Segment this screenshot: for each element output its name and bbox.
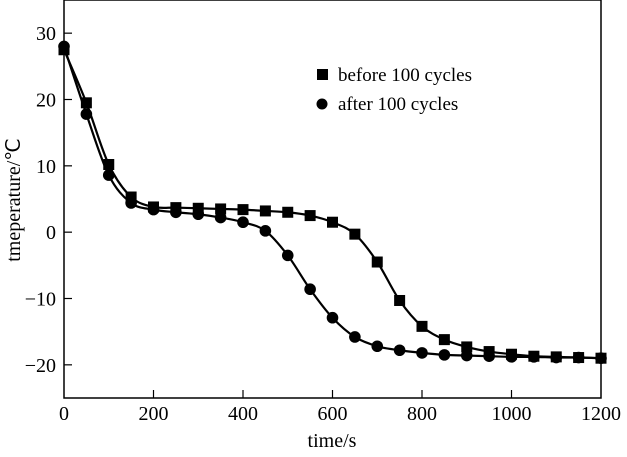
data-point-after bbox=[147, 203, 160, 216]
data-point-after bbox=[192, 208, 205, 221]
x-tick-label: 1200 bbox=[581, 403, 621, 425]
data-point-before bbox=[125, 191, 137, 203]
series-line-before bbox=[62, 49, 602, 360]
y-tick-label: 30 bbox=[36, 23, 56, 45]
x-tick-label: 800 bbox=[407, 403, 437, 425]
legend: before 100 cycles after 100 cycles bbox=[316, 65, 472, 115]
data-point-after bbox=[281, 249, 294, 262]
legend-marker-square bbox=[317, 69, 328, 80]
data-point-after bbox=[595, 352, 607, 365]
data-point-after bbox=[483, 350, 495, 363]
data-point-before bbox=[371, 256, 383, 268]
data-point-after bbox=[528, 351, 540, 363]
data-point-before bbox=[349, 228, 361, 240]
data-point-after bbox=[102, 169, 115, 181]
series-layer bbox=[58, 40, 607, 365]
data-point-before bbox=[327, 216, 338, 228]
data-point-after bbox=[214, 211, 227, 224]
y-tick-label: 10 bbox=[36, 156, 56, 178]
data-point-after bbox=[304, 283, 316, 296]
data-point-after bbox=[349, 331, 361, 343]
data-point-before bbox=[192, 202, 204, 214]
y-tick-label: −20 bbox=[25, 355, 56, 377]
data-point-before bbox=[394, 294, 406, 306]
y-axis-label: tmeperature/℃ bbox=[3, 138, 25, 262]
data-point-before bbox=[80, 97, 92, 109]
data-point-before bbox=[416, 320, 428, 332]
x-tick-label: 200 bbox=[139, 403, 169, 425]
x-tick-label: 1000 bbox=[492, 403, 532, 425]
legend-marker-circle bbox=[316, 98, 328, 110]
data-point-after bbox=[460, 349, 473, 362]
legend-label-before: before 100 cycles bbox=[338, 65, 472, 86]
x-tick-label: 0 bbox=[59, 403, 69, 425]
data-point-after bbox=[371, 340, 384, 353]
data-point-before bbox=[259, 205, 271, 217]
data-point-after bbox=[326, 311, 339, 324]
data-point-after bbox=[393, 344, 406, 357]
data-point-before bbox=[461, 341, 473, 353]
data-point-after bbox=[237, 216, 249, 229]
y-tick-label: 0 bbox=[46, 222, 56, 244]
x-tick-label: 400 bbox=[228, 403, 258, 425]
data-point-after bbox=[80, 108, 93, 120]
data-point-before bbox=[282, 206, 294, 218]
data-point-after bbox=[259, 225, 272, 237]
data-point-before bbox=[237, 204, 249, 216]
x-tick-label: 600 bbox=[318, 403, 348, 425]
y-tick-label: 20 bbox=[36, 90, 56, 112]
plot-frame bbox=[63, 0, 602, 399]
series-line-after bbox=[62, 46, 602, 360]
data-point-before bbox=[215, 203, 227, 215]
data-point-after bbox=[550, 351, 563, 364]
data-point-before bbox=[438, 334, 450, 346]
data-point-after bbox=[505, 351, 518, 363]
legend-label-after: after 100 cycles bbox=[338, 94, 458, 115]
data-point-after bbox=[572, 351, 585, 364]
data-point-before bbox=[103, 159, 115, 171]
data-point-after bbox=[58, 40, 70, 53]
data-point-after bbox=[438, 349, 451, 361]
y-tick-label: −10 bbox=[25, 289, 56, 311]
x-axis: 0 200 400 600 800 1000 1200 bbox=[59, 390, 621, 425]
data-point-before bbox=[304, 210, 316, 222]
data-point-after bbox=[125, 197, 137, 209]
data-point-after bbox=[416, 347, 428, 359]
y-axis: −20 −10 0 10 20 30 bbox=[25, 23, 72, 377]
data-point-after bbox=[170, 206, 182, 219]
x-axis-label: time/s bbox=[308, 430, 357, 452]
